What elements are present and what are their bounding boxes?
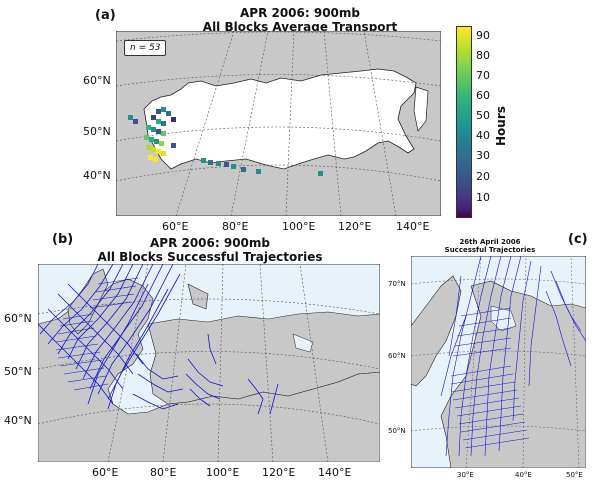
colorbar-tick-10: 10 (476, 191, 490, 204)
panel-b-lon-tick-120: 120°E (262, 466, 296, 479)
panel-a-graticule (116, 31, 441, 216)
panel-c-map (411, 256, 586, 468)
panel-a-lon-tick-120: 120°E (338, 220, 372, 233)
panel-b-lat-tick-50: 50°N (4, 365, 32, 378)
panel-c-title: 26th April 2006 Successful Trajectories (420, 238, 560, 254)
colorbar-tick-90: 90 (476, 29, 490, 42)
panel-b-title: APR 2006: 900mb All Blocks Successful Tr… (60, 236, 360, 264)
panel-c-lat-tick-60: 60°N (388, 352, 406, 360)
panel-a-lat-tick-40: 40°N (83, 169, 111, 182)
panel-a-n-label: n = 53 (124, 40, 167, 56)
panel-b-lat-tick-40: 40°N (4, 414, 32, 427)
panel-b-title-line1: APR 2006: 900mb (149, 236, 271, 250)
panel-b-novaya-zemlya (187, 283, 209, 310)
panel-a-lon-tick-60: 60°E (162, 220, 189, 233)
panel-b-map (38, 264, 380, 462)
panel-b-lon-tick-140: 140°E (318, 466, 352, 479)
colorbar (456, 26, 472, 218)
panel-c-land-scandinavia (411, 275, 462, 387)
panel-c-lat-tick-70: 70°N (388, 280, 406, 288)
colorbar-label: Hours (494, 106, 508, 146)
panel-b-lon-tick-100: 100°E (206, 466, 240, 479)
panel-c-trajectory-hatch (450, 307, 530, 449)
panel-a-lon-tick-140: 140°E (396, 220, 430, 233)
panel-a-transport-cells (128, 107, 323, 176)
colorbar-tick-50: 50 (476, 109, 490, 122)
panel-a-lat-tick-60: 60°N (83, 74, 111, 87)
panel-c-lon-tick-50: 50°E (566, 471, 583, 479)
panel-c-trajectories (440, 256, 586, 457)
panel-b-trajectory-hatch (55, 277, 139, 391)
panel-c-lat-tick-50: 50°N (388, 427, 406, 435)
panel-a-region-east (413, 86, 429, 132)
panel-a-title: APR 2006: 900mb All Blocks Average Trans… (120, 6, 480, 34)
panel-b-title-line2: All Blocks Successful Trajectories (97, 250, 323, 264)
colorbar-tick-80: 80 (476, 49, 490, 62)
colorbar-tick-40: 40 (476, 129, 490, 142)
panel-a-lat-tick-50: 50°N (83, 125, 111, 138)
colorbar-tick-70: 70 (476, 69, 490, 82)
panel-b-lat-tick-60: 60°N (4, 312, 32, 325)
panel-c-title-line2: Successful Trajectories (444, 246, 536, 254)
panel-a-title-line1: APR 2006: 900mb (239, 6, 361, 20)
panel-a-letter: (a) (95, 8, 116, 23)
panel-b-lon-tick-80: 80°E (150, 466, 177, 479)
panel-a-lon-tick-100: 100°E (282, 220, 316, 233)
colorbar-tick-20: 20 (476, 170, 490, 183)
panel-c-letter: (c) (568, 232, 588, 247)
panel-b-lon-tick-60: 60°E (92, 466, 119, 479)
panel-b-letter: (b) (52, 232, 74, 247)
panel-c-lon-tick-40: 40°E (515, 471, 532, 479)
panel-c-title-line1: 26th April 2006 (459, 238, 521, 246)
panel-b-land-siberia (147, 311, 380, 405)
panel-c-lon-tick-30: 30°E (457, 471, 474, 479)
colorbar-tick-30: 30 (476, 149, 490, 162)
panel-a-map (116, 31, 441, 216)
panel-a-region (143, 68, 417, 170)
panel-b-lake (292, 333, 314, 353)
panel-a-lon-tick-80: 80°E (222, 220, 249, 233)
colorbar-tick-60: 60 (476, 89, 490, 102)
